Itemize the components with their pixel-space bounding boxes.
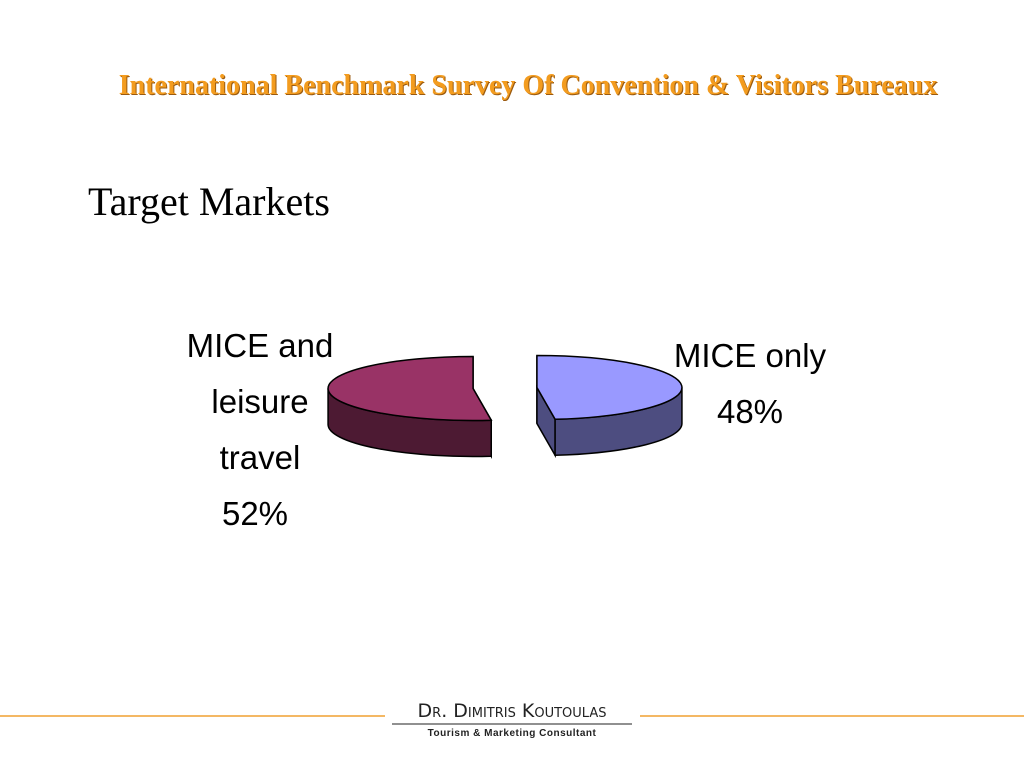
- category-label: MICE and leisure travel: [186, 327, 334, 476]
- slice-label: MICE and leisure travel 52%: [175, 318, 345, 542]
- value-label: 52%: [221, 495, 289, 532]
- slice-label: MICE only 48%: [660, 328, 840, 440]
- value-label: 48%: [716, 393, 784, 430]
- category-label: MICE only: [673, 337, 827, 374]
- slice: [327, 355, 493, 422]
- slice: [536, 354, 683, 421]
- header-title: International Benchmark Survey Of Conven…: [118, 70, 938, 101]
- footer-tagline: Tourism & Marketing Consultant: [427, 728, 597, 739]
- chart-title: Target Markets: [88, 179, 330, 224]
- footer-name: Dr. Dimitris Koutoulas: [417, 700, 607, 722]
